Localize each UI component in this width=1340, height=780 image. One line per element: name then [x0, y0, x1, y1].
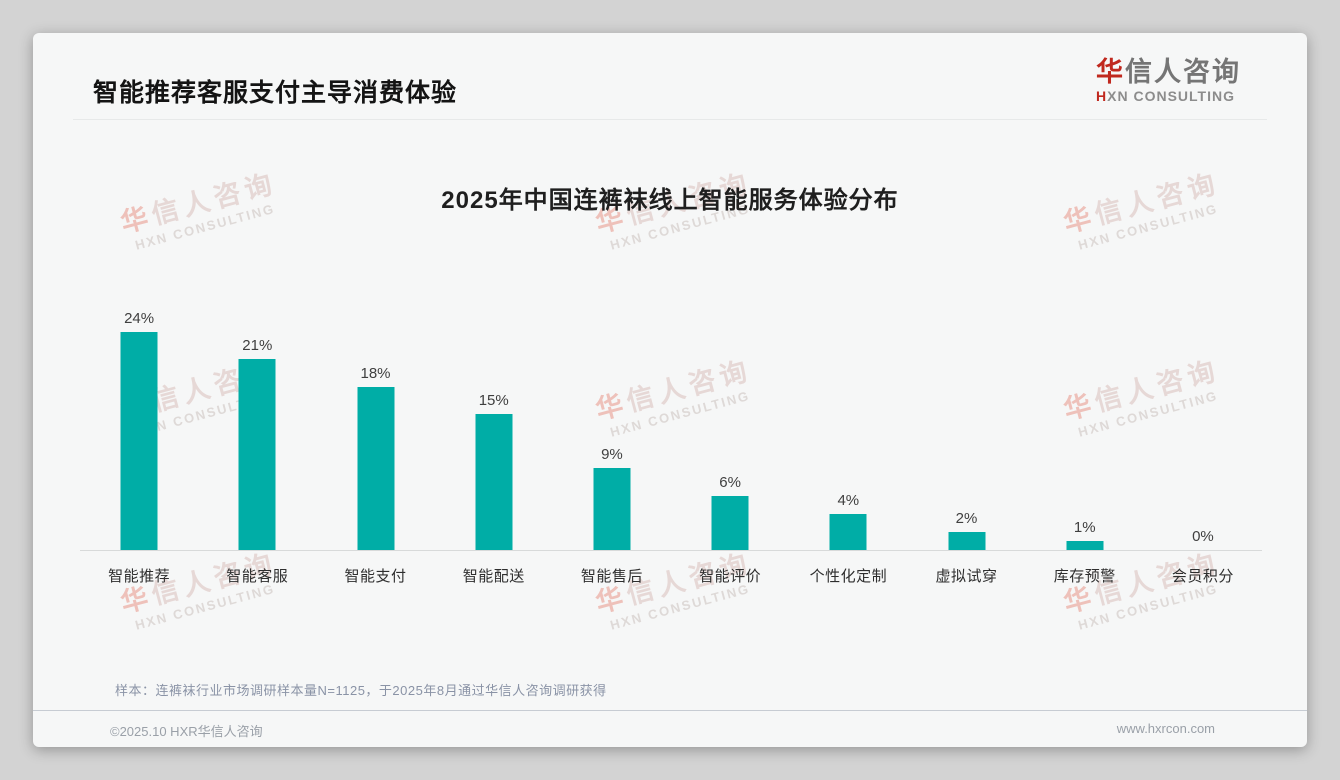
bar: [238, 359, 276, 550]
bar: [357, 386, 394, 550]
bar-column: 6%: [671, 301, 789, 550]
category-label: 智能配送: [462, 568, 525, 585]
header-divider: [73, 119, 1267, 120]
bar-value-label: 0%: [1192, 528, 1214, 545]
page-title: 智能推荐客服支付主导消费体验: [93, 79, 458, 107]
bar-column: 24%: [80, 301, 198, 550]
bar: [711, 495, 749, 550]
chart-category-axis: 智能推荐 智能客服 智能支付 智能配送 智能售后 智能评价 个性化定制 虚拟试穿 库存预警 会员积…: [80, 552, 1262, 586]
logo-chinese-name: 华信人咨询: [1096, 57, 1241, 88]
footer-copyright: ©2025.10 HXR华信人咨询: [110, 724, 263, 739]
logo-cn-accent-char: 华: [1096, 57, 1125, 87]
logo-en-rest: XN CONSULTING: [1107, 88, 1235, 105]
bar-value-label: 2%: [955, 509, 978, 527]
category-label: 库存预警: [1053, 568, 1116, 585]
category-label: 智能推荐: [108, 568, 171, 585]
category-label: 智能售后: [580, 568, 643, 585]
bar-value-label: 15%: [478, 391, 509, 409]
bar-column: 21%: [198, 301, 316, 550]
category-label: 个性化定制: [809, 568, 888, 585]
category-label: 智能客服: [226, 568, 289, 585]
bar-column: 4%: [789, 301, 907, 550]
bar: [593, 468, 631, 550]
bar: [475, 413, 513, 550]
bar-column: 0%: [1144, 301, 1262, 550]
category-label: 智能评价: [699, 568, 762, 585]
footer-website-url: www.hxrcon.com: [1116, 721, 1215, 736]
chart-title: 2025年中国连裤袜线上智能服务体验分布: [441, 187, 899, 214]
bar-value-label: 1%: [1073, 518, 1096, 536]
bar: [948, 531, 986, 550]
bar-value-label: 24%: [124, 310, 155, 327]
bar: [120, 332, 158, 550]
sample-note: 样本：连裤袜行业市场调研样本量N=1125，于2025年8月通过华信人咨询调研获…: [115, 683, 607, 698]
bar-value-label: 4%: [837, 491, 860, 509]
bar-value-label: 9%: [601, 446, 623, 464]
category-label: 会员积分: [1171, 568, 1234, 585]
bar: [829, 513, 867, 550]
bar: [1066, 540, 1104, 550]
category-label: 智能支付: [344, 568, 407, 585]
bar-value-label: 6%: [719, 473, 741, 491]
logo-english-name: HXN CONSULTING: [1096, 88, 1241, 104]
bar-value-label: 18%: [360, 364, 391, 382]
bar-value-label: 21%: [242, 337, 273, 355]
slide-card: 华信人咨询 HXN CONSULTING 华信人咨询 HXN CONSULTING 华信…: [33, 33, 1307, 747]
chart-plot-area: 24% 21% 18% 15% 9% 6% 4% 2% 1% 0%: [80, 301, 1262, 551]
bar-column: 2%: [907, 301, 1025, 550]
bar-column: 18%: [316, 301, 434, 550]
logo-en-accent-char: H: [1096, 88, 1108, 105]
footer-divider: [33, 710, 1307, 711]
bar-column: 15%: [435, 301, 553, 550]
bar-column: 9%: [553, 301, 671, 550]
logo-cn-rest: 信人咨询: [1125, 57, 1241, 87]
category-label: 虚拟试穿: [935, 568, 998, 585]
bar-column: 1%: [1026, 301, 1144, 550]
company-logo: 华信人咨询 HXN CONSULTING: [1096, 57, 1241, 104]
